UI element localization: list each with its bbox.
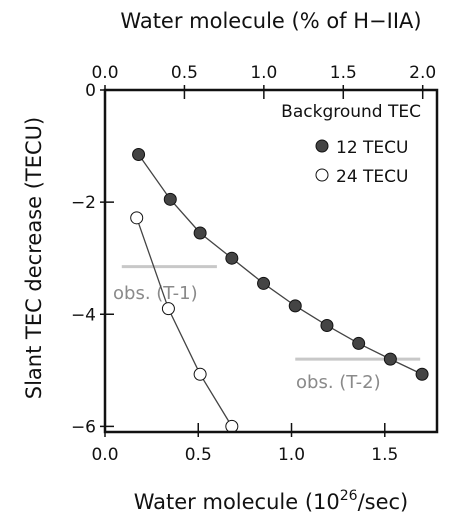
x-tick-label: 0.5 — [185, 445, 212, 465]
legend-marker-24-tecu — [316, 169, 328, 181]
series-line-1 — [139, 154, 423, 374]
data-point-series-2 — [194, 368, 206, 380]
obs-t2-label: obs. (T-2) — [296, 372, 381, 393]
y-tick-label: −4 — [71, 305, 96, 325]
legend-label-12-tecu: 12 TECU — [336, 138, 408, 158]
legend-label-24-tecu: 24 TECU — [336, 167, 408, 187]
top-axis-title: Water molecule (% of H−IIA) — [120, 9, 421, 33]
y-tick-label: −6 — [71, 417, 96, 437]
data-point-series-1 — [194, 227, 206, 239]
y-axis-title: Slant TEC decrease (TECU) — [22, 117, 46, 400]
top-x-tick-label: 1.5 — [330, 63, 357, 83]
data-point-series-1 — [384, 353, 396, 365]
x-tick-label: 0.0 — [91, 445, 118, 465]
data-point-series-1 — [289, 300, 301, 312]
data-point-series-1 — [353, 337, 365, 349]
data-point-series-1 — [258, 277, 270, 289]
legend-marker-12-tecu — [316, 140, 328, 152]
series-line-2 — [137, 218, 232, 427]
top-x-tick-label: 2.0 — [409, 63, 436, 83]
data-point-series-1 — [164, 193, 176, 205]
data-point-series-2 — [226, 420, 238, 432]
data-point-series-2 — [131, 212, 143, 224]
data-point-series-1 — [416, 368, 428, 380]
data-point-series-2 — [162, 303, 174, 315]
x-tick-label: 1.0 — [278, 445, 305, 465]
plot-layer: 0 −2 −4 −6 0.0 0.5 1.0 1.5 0.0 0.5 1.0 1.5 2.0 — [71, 63, 437, 465]
x-tick-label: 1.5 — [371, 445, 398, 465]
data-point-series-1 — [133, 148, 145, 160]
y-tick-label: −2 — [71, 193, 96, 213]
data-point-series-1 — [321, 319, 333, 331]
legend-title: Background TEC — [281, 102, 421, 122]
top-x-tick-label: 0.5 — [171, 63, 198, 83]
y-tick-label: 0 — [85, 81, 96, 101]
top-x-tick-label: 1.0 — [250, 63, 277, 83]
bottom-axis-title: Water molecule (1026/sec) — [134, 488, 409, 514]
legend: Background TEC 12 TECU 24 TECU — [281, 102, 421, 187]
obs-t1-label: obs. (T-1) — [113, 283, 198, 304]
data-point-series-1 — [226, 252, 238, 264]
top-x-tick-label: 0.0 — [91, 63, 118, 83]
